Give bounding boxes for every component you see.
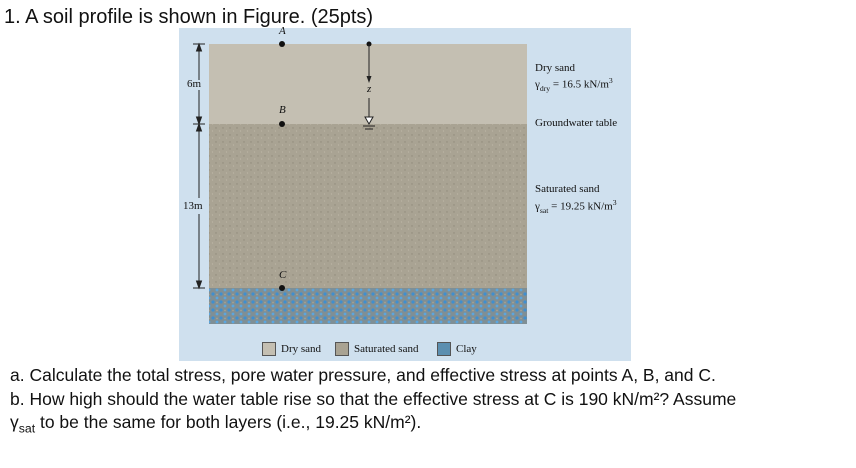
question-part-b-line1: b. How high should the water table rise … bbox=[10, 389, 737, 409]
dim-13m-label: 13m bbox=[183, 200, 203, 212]
point-c-label: C bbox=[279, 269, 287, 281]
legend-dry-sand: Dry sand bbox=[262, 342, 321, 356]
z-label: z bbox=[367, 83, 372, 95]
question-part-b-line2: γsat to be the same for both layers (i.e… bbox=[10, 412, 422, 436]
point-b-label: B bbox=[279, 104, 286, 116]
point-a-label: A bbox=[279, 25, 286, 37]
point-b-marker bbox=[279, 121, 285, 127]
question-title: 1. A soil profile is shown in Figure. (2… bbox=[4, 6, 374, 28]
saturated-sand-gamma: γsat = 19.25 kN/m3 bbox=[535, 198, 617, 215]
groundwater-table-label: Groundwater table bbox=[535, 117, 618, 129]
point-c-marker bbox=[279, 285, 285, 291]
water-table-symbol bbox=[363, 116, 375, 130]
soil-profile-figure: A B C z 6m 13m Dry sand γdry = 16.5 kN/m… bbox=[179, 25, 631, 361]
legend-clay: Clay bbox=[437, 342, 477, 356]
saturated-sand-label: Saturated sand bbox=[535, 183, 600, 195]
soil-profile-diagram bbox=[193, 41, 527, 324]
dim-6m-label: 6m bbox=[187, 78, 202, 90]
legend-swatch-dry-sand bbox=[262, 342, 276, 356]
dimension-line bbox=[193, 42, 205, 290]
clay-layer bbox=[209, 288, 527, 324]
legend-swatch-clay bbox=[437, 342, 451, 356]
legend-saturated-sand: Saturated sand bbox=[335, 342, 418, 356]
dry-sand-layer bbox=[209, 44, 527, 124]
legend-swatch-saturated-sand bbox=[335, 342, 349, 356]
question-part-a: a. Calculate the total stress, pore wate… bbox=[10, 365, 716, 385]
point-a-marker bbox=[279, 41, 285, 47]
dry-sand-gamma: γdry = 16.5 kN/m3 bbox=[535, 76, 613, 93]
dry-sand-label: Dry sand bbox=[535, 62, 576, 74]
